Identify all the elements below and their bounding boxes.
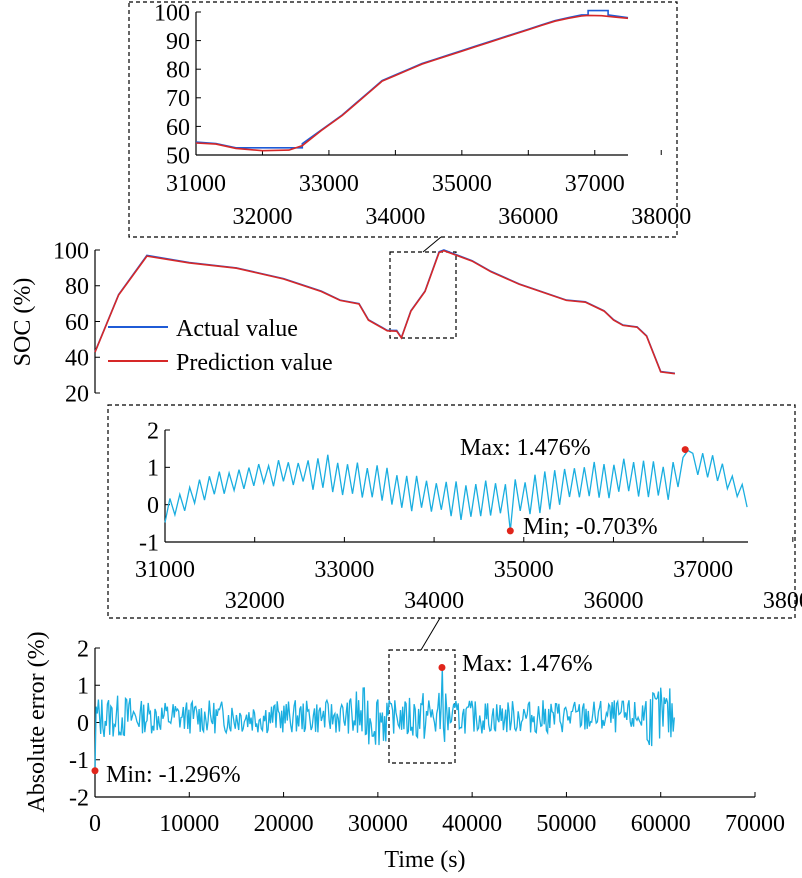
soc-inset-ytick-label: 100 <box>154 0 190 26</box>
err-inset-xtick-label: 33000 <box>314 557 374 583</box>
err-inset-xtick-label: 32000 <box>225 588 285 614</box>
legend-label-prediction: Prediction value <box>176 350 333 376</box>
err-main-min-label: Min: -1.296% <box>106 762 241 788</box>
err-main-ytick-label: 1 <box>77 674 89 700</box>
soc-main-prediction-line <box>94 249 676 375</box>
err-main-max-marker <box>438 664 446 672</box>
err-main-ytick-label: 0 <box>77 711 89 737</box>
soc-legend: Actual value Prediction value <box>108 316 333 376</box>
soc-inset-xtick-label: 35000 <box>432 171 492 197</box>
soc-inset-frame <box>128 1 678 238</box>
soc-inset-xtick-label: 34000 <box>365 204 425 230</box>
err-main-max-label: Max: 1.476% <box>462 651 593 677</box>
err-inset-max-marker <box>681 446 689 454</box>
err-main-xtick-label: 70000 <box>725 811 785 837</box>
soc-main-ytick-label: 60 <box>65 310 89 336</box>
soc-inset-ytick-label: 50 <box>166 143 190 169</box>
soc-inset-xtick-label: 31000 <box>166 171 226 197</box>
err-main-ytick-label: 2 <box>77 636 89 662</box>
err-inset-ytick-label: -1 <box>139 530 159 556</box>
err-y-axis-label: Absolute error (%) <box>24 631 50 812</box>
err-main-xtick-label: 30000 <box>348 811 408 837</box>
err-inset-min-label: Min; -0.703% <box>523 514 658 540</box>
soc-main-ytick-label: 100 <box>53 238 89 264</box>
err-main-xtick-label: 40000 <box>442 811 502 837</box>
err-inset-xtick-label: 31000 <box>135 557 195 583</box>
err-inset-xtick-label: 37000 <box>673 557 733 583</box>
soc-inset-xtick-label: 36000 <box>498 204 558 230</box>
err-main-xtick-label: 0 <box>89 811 101 837</box>
err-inset-min-marker <box>506 527 514 535</box>
err-main-line <box>94 667 675 771</box>
soc-inset-actual-line <box>195 9 629 149</box>
err-x-axis-label: Time (s) <box>384 847 465 873</box>
soc-main-ytick-label: 80 <box>65 274 89 300</box>
err-main-xtick-label: 60000 <box>631 811 691 837</box>
err-inset-xtick-label: 35000 <box>494 557 554 583</box>
soc-inset-ytick-label: 60 <box>166 115 190 141</box>
err-main-xtick-label: 10000 <box>159 811 219 837</box>
err-main-panel: -2 -1 0 1 2 0 10000 20000 30000 40000 50000 60000 70… <box>24 631 785 873</box>
err-inset-ytick-label: 2 <box>147 418 159 444</box>
err-zoom-connector <box>420 617 441 651</box>
soc-main-ytick-label: 20 <box>65 381 89 407</box>
soc-zoom-connector <box>422 236 442 253</box>
soc-main-panel: 20 40 60 80 100 SOC (%) Actual value Predict… <box>10 238 676 407</box>
soc-main-ytick-label: 40 <box>65 346 89 372</box>
err-main-ytick-label: -1 <box>69 748 89 774</box>
soc-inset-ytick-label: 70 <box>166 86 190 112</box>
err-main-min-marker <box>91 767 99 775</box>
err-inset-panel: -1 0 1 2 31000 33000 35000 37000 32000 34000 36000… <box>135 418 802 614</box>
soc-y-axis-label: SOC (%) <box>10 278 36 367</box>
soc-inset-ytick-label: 80 <box>166 58 190 84</box>
err-inset-ytick-label: 1 <box>147 456 159 482</box>
err-inset-line <box>164 449 748 531</box>
err-inset-max-label: Max: 1.476% <box>460 435 591 461</box>
soc-inset-xtick-label: 33000 <box>299 171 359 197</box>
soc-inset-xtick-label: 32000 <box>232 204 292 230</box>
err-main-ytick-label: -2 <box>69 785 89 811</box>
legend-label-actual: Actual value <box>176 316 298 342</box>
soc-inset-xtick-label: 38000 <box>631 204 691 230</box>
err-inset-ytick-label: 0 <box>147 493 159 519</box>
soc-inset-ytick-label: 90 <box>166 29 190 55</box>
err-inset-xtick-label: 38000 <box>763 588 802 614</box>
soc-inset-xtick-label: 37000 <box>565 171 625 197</box>
err-inset-xtick-label: 34000 <box>404 588 464 614</box>
soc-zoom-box <box>389 251 457 339</box>
err-inset-xtick-label: 36000 <box>583 588 643 614</box>
err-inset-frame <box>107 404 796 619</box>
err-main-xtick-label: 50000 <box>536 811 596 837</box>
err-main-xtick-label: 20000 <box>254 811 314 837</box>
soc-inset-prediction-line <box>195 14 629 152</box>
